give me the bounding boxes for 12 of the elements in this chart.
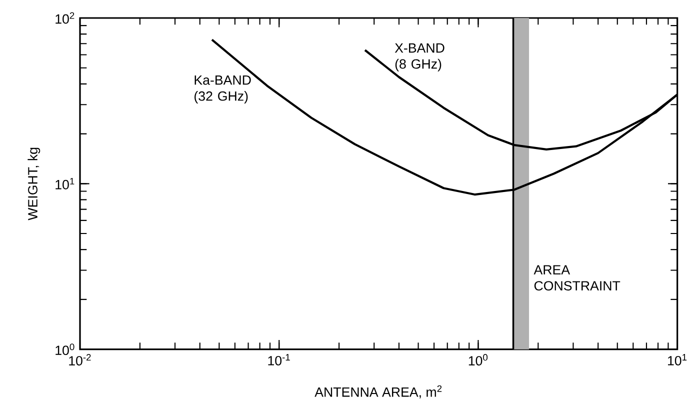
y-axis-title: WEIGHT, kg [28,148,40,220]
y-tick-label: 10$^{1}$ [56,178,74,190]
y-tick-label: 10$^{0}$ [56,344,74,356]
x-tick-label: 10$^{-2}$ [69,354,91,366]
series-label: Ka-BAND (32 GHz) [194,76,251,104]
band-label: AREA CONSTRAINT [534,265,620,291]
series-label: X-BAND (8 GHz) [394,43,444,72]
x-axis-title: ANTENNA AREA, m$^{2}$ [314,385,442,398]
x-tick-label: 10$^{1}$ [668,354,687,366]
y-tick-label: 10$^{2}$ [56,12,74,24]
x-tick-label: 10$^{0}$ [468,354,488,366]
x-tick-label: 10$^{-1}$ [268,354,290,366]
